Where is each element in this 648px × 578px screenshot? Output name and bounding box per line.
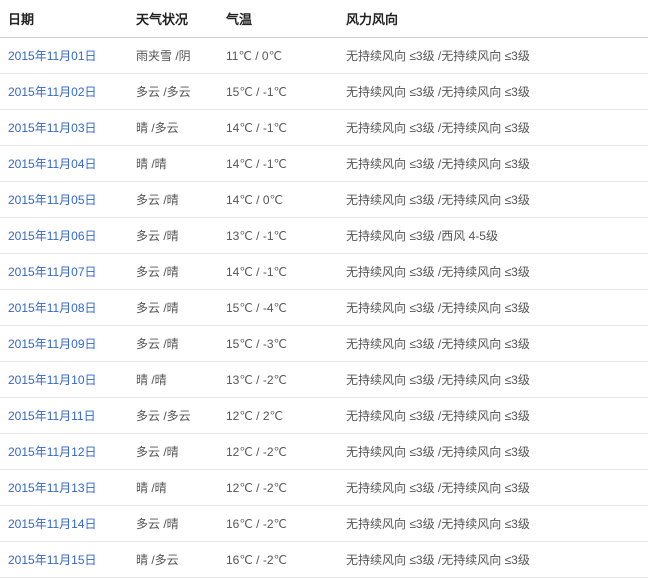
cell-temp: 14℃ / 0℃ xyxy=(218,182,338,218)
cell-temp: 13℃ / -1℃ xyxy=(218,218,338,254)
cell-wind: 无持续风向 ≤3级 /无持续风向 ≤3级 xyxy=(338,110,648,146)
table-row: 2015年11月06日 多云 /晴13℃ / -1℃无持续风向 ≤3级 /西风 4… xyxy=(0,218,648,254)
cell-wind: 无持续风向 ≤3级 /西风 4-5级 xyxy=(338,218,648,254)
date-link[interactable]: 2015年11月13日 xyxy=(8,481,97,495)
date-link[interactable]: 2015年11月02日 xyxy=(8,85,97,99)
cell-wind: 无持续风向 ≤3级 /无持续风向 ≤3级 xyxy=(338,254,648,290)
cell-date: 2015年11月01日 xyxy=(0,38,128,74)
date-link[interactable]: 2015年11月12日 xyxy=(8,445,97,459)
cell-condition: 多云 /多云 xyxy=(128,398,218,434)
cell-date: 2015年11月04日 xyxy=(0,146,128,182)
date-link[interactable]: 2015年11月10日 xyxy=(8,373,97,387)
cell-condition: 晴 /多云 xyxy=(128,542,218,578)
cell-wind: 无持续风向 ≤3级 /无持续风向 ≤3级 xyxy=(338,398,648,434)
date-link[interactable]: 2015年11月01日 xyxy=(8,49,97,63)
cell-condition: 多云 /多云 xyxy=(128,74,218,110)
date-link[interactable]: 2015年11月15日 xyxy=(8,553,97,567)
cell-date: 2015年11月13日 xyxy=(0,470,128,506)
table-row: 2015年11月15日 晴 /多云16℃ / -2℃无持续风向 ≤3级 /无持续风… xyxy=(0,542,648,578)
cell-temp: 16℃ / -2℃ xyxy=(218,506,338,542)
cell-date: 2015年11月02日 xyxy=(0,74,128,110)
cell-temp: 15℃ / -4℃ xyxy=(218,290,338,326)
cell-date: 2015年11月11日 xyxy=(0,398,128,434)
col-header-condition: 天气状况 xyxy=(128,0,218,38)
cell-temp: 12℃ / 2℃ xyxy=(218,398,338,434)
table-row: 2015年11月07日 多云 /晴14℃ / -1℃无持续风向 ≤3级 /无持续风… xyxy=(0,254,648,290)
table-row: 2015年11月09日 多云 /晴15℃ / -3℃无持续风向 ≤3级 /无持续风… xyxy=(0,326,648,362)
date-link[interactable]: 2015年11月11日 xyxy=(8,409,96,423)
table-row: 2015年11月01日 雨夹雪 /阴11℃ / 0℃无持续风向 ≤3级 /无持续风… xyxy=(0,38,648,74)
table-row: 2015年11月12日 多云 /晴12℃ / -2℃无持续风向 ≤3级 /无持续风… xyxy=(0,434,648,470)
cell-condition: 晴 /多云 xyxy=(128,110,218,146)
cell-condition: 多云 /晴 xyxy=(128,218,218,254)
cell-wind: 无持续风向 ≤3级 /无持续风向 ≤3级 xyxy=(338,38,648,74)
date-link[interactable]: 2015年11月04日 xyxy=(8,157,97,171)
col-header-wind: 风力风向 xyxy=(338,0,648,38)
table-row: 2015年11月05日 多云 /晴14℃ / 0℃无持续风向 ≤3级 /无持续风向… xyxy=(0,182,648,218)
cell-date: 2015年11月14日 xyxy=(0,506,128,542)
cell-wind: 无持续风向 ≤3级 /无持续风向 ≤3级 xyxy=(338,182,648,218)
date-link[interactable]: 2015年11月05日 xyxy=(8,193,97,207)
table-row: 2015年11月08日 多云 /晴15℃ / -4℃无持续风向 ≤3级 /无持续风… xyxy=(0,290,648,326)
cell-temp: 13℃ / -2℃ xyxy=(218,362,338,398)
cell-condition: 晴 /晴 xyxy=(128,470,218,506)
table-row: 2015年11月03日 晴 /多云14℃ / -1℃无持续风向 ≤3级 /无持续风… xyxy=(0,110,648,146)
date-link[interactable]: 2015年11月06日 xyxy=(8,229,97,243)
date-link[interactable]: 2015年11月14日 xyxy=(8,517,97,531)
table-row: 2015年11月04日 晴 /晴14℃ / -1℃无持续风向 ≤3级 /无持续风向… xyxy=(0,146,648,182)
cell-temp: 12℃ / -2℃ xyxy=(218,434,338,470)
cell-wind: 无持续风向 ≤3级 /无持续风向 ≤3级 xyxy=(338,470,648,506)
date-link[interactable]: 2015年11月03日 xyxy=(8,121,97,135)
cell-date: 2015年11月10日 xyxy=(0,362,128,398)
cell-wind: 无持续风向 ≤3级 /无持续风向 ≤3级 xyxy=(338,74,648,110)
cell-condition: 晴 /晴 xyxy=(128,146,218,182)
cell-condition: 晴 /晴 xyxy=(128,362,218,398)
table-row: 2015年11月02日 多云 /多云15℃ / -1℃无持续风向 ≤3级 /无持续… xyxy=(0,74,648,110)
cell-condition: 多云 /晴 xyxy=(128,290,218,326)
cell-temp: 14℃ / -1℃ xyxy=(218,110,338,146)
cell-wind: 无持续风向 ≤3级 /无持续风向 ≤3级 xyxy=(338,326,648,362)
cell-temp: 11℃ / 0℃ xyxy=(218,38,338,74)
table-row: 2015年11月14日 多云 /晴16℃ / -2℃无持续风向 ≤3级 /无持续风… xyxy=(0,506,648,542)
cell-date: 2015年11月05日 xyxy=(0,182,128,218)
cell-temp: 12℃ / -2℃ xyxy=(218,470,338,506)
col-header-temp: 气温 xyxy=(218,0,338,38)
cell-date: 2015年11月09日 xyxy=(0,326,128,362)
table-row: 2015年11月10日 晴 /晴13℃ / -2℃无持续风向 ≤3级 /无持续风向… xyxy=(0,362,648,398)
cell-condition: 多云 /晴 xyxy=(128,506,218,542)
cell-wind: 无持续风向 ≤3级 /无持续风向 ≤3级 xyxy=(338,434,648,470)
cell-wind: 无持续风向 ≤3级 /无持续风向 ≤3级 xyxy=(338,146,648,182)
cell-date: 2015年11月07日 xyxy=(0,254,128,290)
cell-date: 2015年11月15日 xyxy=(0,542,128,578)
cell-condition: 多云 /晴 xyxy=(128,434,218,470)
cell-temp: 14℃ / -1℃ xyxy=(218,254,338,290)
cell-wind: 无持续风向 ≤3级 /无持续风向 ≤3级 xyxy=(338,362,648,398)
table-row: 2015年11月11日 多云 /多云12℃ / 2℃无持续风向 ≤3级 /无持续风… xyxy=(0,398,648,434)
weather-history-table: 日期 天气状况 气温 风力风向 2015年11月01日 雨夹雪 /阴11℃ / 0… xyxy=(0,0,648,578)
cell-temp: 15℃ / -1℃ xyxy=(218,74,338,110)
cell-date: 2015年11月06日 xyxy=(0,218,128,254)
table-header-row: 日期 天气状况 气温 风力风向 xyxy=(0,0,648,38)
table-row: 2015年11月13日 晴 /晴12℃ / -2℃无持续风向 ≤3级 /无持续风向… xyxy=(0,470,648,506)
date-link[interactable]: 2015年11月08日 xyxy=(8,301,97,315)
cell-wind: 无持续风向 ≤3级 /无持续风向 ≤3级 xyxy=(338,542,648,578)
cell-temp: 16℃ / -2℃ xyxy=(218,542,338,578)
date-link[interactable]: 2015年11月07日 xyxy=(8,265,97,279)
cell-condition: 多云 /晴 xyxy=(128,326,218,362)
cell-wind: 无持续风向 ≤3级 /无持续风向 ≤3级 xyxy=(338,290,648,326)
date-link[interactable]: 2015年11月09日 xyxy=(8,337,97,351)
cell-date: 2015年11月03日 xyxy=(0,110,128,146)
cell-condition: 多云 /晴 xyxy=(128,254,218,290)
cell-condition: 雨夹雪 /阴 xyxy=(128,38,218,74)
col-header-date: 日期 xyxy=(0,0,128,38)
cell-date: 2015年11月12日 xyxy=(0,434,128,470)
cell-temp: 15℃ / -3℃ xyxy=(218,326,338,362)
cell-condition: 多云 /晴 xyxy=(128,182,218,218)
cell-wind: 无持续风向 ≤3级 /无持续风向 ≤3级 xyxy=(338,506,648,542)
cell-temp: 14℃ / -1℃ xyxy=(218,146,338,182)
cell-date: 2015年11月08日 xyxy=(0,290,128,326)
